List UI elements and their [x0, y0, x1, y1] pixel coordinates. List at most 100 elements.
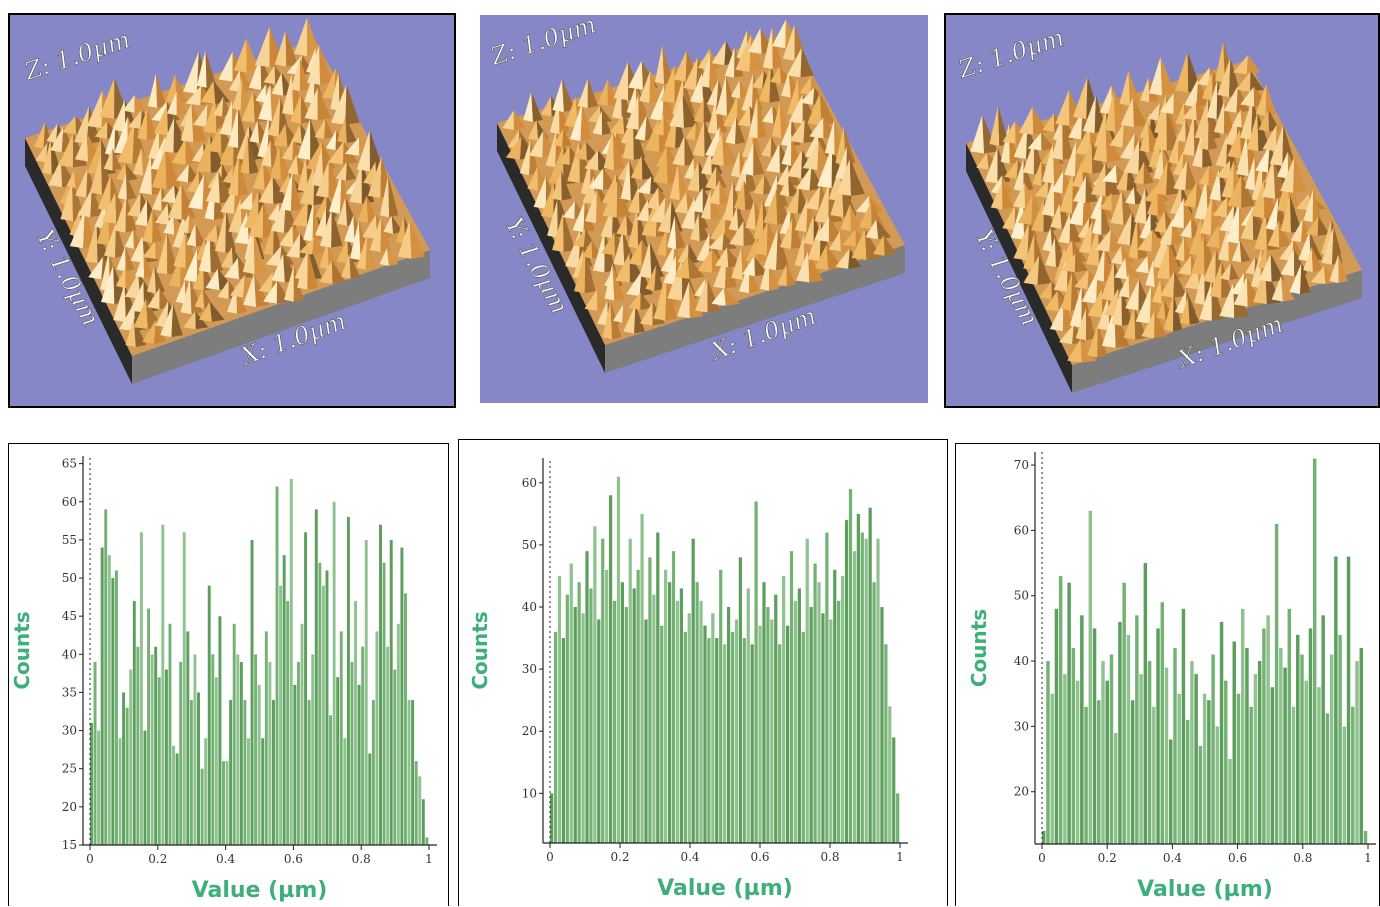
surface-peak [842, 229, 856, 247]
histogram-bar [667, 582, 672, 843]
surface-peak [228, 197, 242, 234]
y-tick-label: 55 [62, 533, 77, 547]
surface-peak [976, 152, 989, 170]
histogram-bar [628, 538, 632, 843]
surface-peak [1002, 181, 1015, 210]
surface-peak [1241, 174, 1256, 208]
surface-peak [984, 147, 998, 184]
surface-peak [762, 105, 774, 124]
surface-peak [152, 206, 163, 243]
histogram-bar [279, 585, 283, 845]
surface-peak [786, 149, 803, 178]
surface-peak [1290, 218, 1303, 243]
surface-peak [104, 122, 116, 156]
surface-peak [1191, 234, 1205, 276]
surface-peak [1175, 51, 1189, 93]
surface-peak [319, 44, 333, 85]
histogram-bar [150, 654, 154, 845]
surface-peak [653, 281, 667, 321]
histogram-bar [1321, 615, 1325, 844]
histogram-bar [817, 582, 821, 843]
surface-peak [185, 85, 202, 106]
surface-peak [592, 109, 602, 136]
surface-peaks [502, 19, 897, 340]
surface-peak [735, 116, 746, 145]
surface-peak [628, 205, 639, 249]
surface-peak [1194, 98, 1209, 140]
surface-peak [258, 175, 274, 205]
surface-peak [787, 47, 802, 78]
histogram-bar [275, 486, 279, 845]
surface-peak [1227, 128, 1242, 159]
surface-peak [1137, 229, 1153, 252]
surface-front-side [605, 245, 905, 373]
histogram-bar [1118, 621, 1122, 844]
surface-peak [349, 220, 361, 261]
histogram-panel-2: 10 20 30 40 50 60 0 0.2 0.4 0.6 0.8 1 Value (µm) Coun… [458, 439, 948, 906]
surface-peak [345, 84, 360, 125]
histogram-bar [711, 613, 715, 843]
surface-peak [1329, 254, 1339, 283]
surface-peak [1067, 338, 1082, 363]
histogram-bar [1334, 556, 1338, 844]
surface-peak [135, 253, 145, 279]
surface-peak [667, 258, 683, 301]
surface-peak [711, 287, 726, 306]
surface-peak [1215, 160, 1231, 179]
surface-peak [662, 45, 674, 84]
surface-peak [243, 273, 257, 307]
surface-peak [183, 248, 198, 283]
surface-peak [328, 171, 342, 214]
surface-peak [548, 144, 564, 185]
surface-peak [1277, 151, 1289, 179]
surface-peak [772, 26, 783, 70]
surface-peak [146, 107, 157, 141]
surface-peak [1317, 216, 1330, 237]
histogram-bar [557, 575, 562, 843]
surface-peak [273, 123, 288, 148]
surface-peak [584, 250, 596, 294]
surface-peak [112, 148, 122, 171]
surface-peak [1125, 257, 1141, 280]
surface-peak [178, 214, 190, 234]
histogram-bar [1092, 628, 1097, 844]
histogram-bar [147, 608, 151, 845]
surface-peak [1255, 145, 1270, 173]
surface-peak [883, 235, 897, 256]
surface-peak [247, 135, 259, 175]
surface-peak [625, 94, 639, 130]
histogram-bar [261, 738, 265, 845]
surface-peak [1202, 248, 1216, 283]
histogram-bar [250, 539, 254, 845]
surface-peak [876, 219, 892, 240]
surface-peak [814, 216, 829, 242]
surface-peak [116, 163, 127, 181]
surface-peak [165, 74, 177, 104]
histogram-bar [100, 547, 104, 845]
histogram-bar [314, 509, 318, 845]
surface-peak [1074, 253, 1089, 273]
surface-peak [990, 181, 1003, 210]
surface-peak [254, 26, 270, 67]
surface-peak [616, 214, 628, 236]
surface-peak [367, 156, 382, 198]
surface-peak [286, 233, 301, 259]
surface-peak [1050, 202, 1062, 229]
surface-peak [1229, 262, 1239, 281]
histogram-bar [282, 555, 286, 845]
histogram-bar [577, 582, 581, 843]
surface-peak [1102, 164, 1117, 183]
surface-peak [317, 87, 331, 121]
histogram-bar [1325, 713, 1330, 844]
surface-peak [577, 78, 588, 108]
surface-peak [657, 200, 672, 234]
surface-peak [1231, 240, 1242, 263]
histogram-bar [1194, 674, 1198, 844]
histogram-bar [868, 507, 872, 843]
surface-peak [89, 153, 103, 195]
surface-peak [125, 267, 136, 289]
surface-peak [1061, 270, 1073, 311]
surface-peak [620, 160, 631, 201]
surface-peak [1258, 109, 1270, 132]
histogram-bar [1215, 726, 1220, 844]
